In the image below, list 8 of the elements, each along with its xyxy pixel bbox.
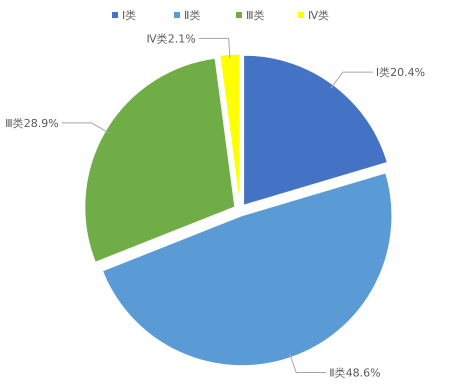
data-label: Ⅰ类20.4%	[376, 66, 426, 80]
data-label: Ⅳ类2.1%	[146, 32, 196, 46]
data-label: Ⅱ类48.6%	[329, 366, 381, 380]
data-label: Ⅲ类28.9%	[5, 116, 59, 130]
legend-label: Ⅱ类	[184, 9, 200, 22]
legend-label: Ⅳ类	[308, 9, 330, 22]
legend-label: Ⅰ类	[122, 9, 136, 22]
legend-label: Ⅲ类	[246, 9, 265, 22]
